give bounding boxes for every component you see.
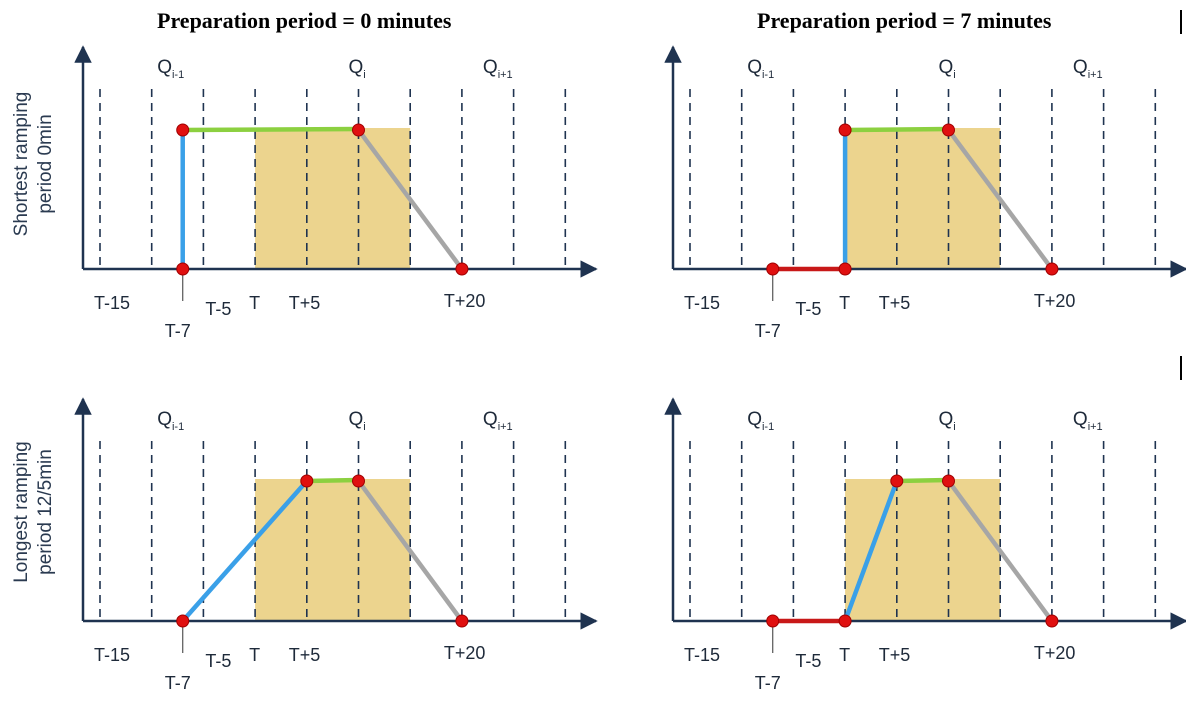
tick-label: T-7: [165, 673, 191, 693]
ramp-down-segment: [356, 479, 464, 623]
delivery-period-block: [255, 479, 411, 621]
tick-label: T-15: [684, 293, 720, 313]
schedule-point: [1045, 614, 1059, 628]
tick-label: T-5: [205, 651, 231, 671]
tick-label: T-15: [94, 645, 130, 665]
tick-label: T-5: [795, 651, 821, 671]
delivery-period-block: [845, 128, 1001, 269]
quarter-label: Qi+1: [1073, 57, 1103, 81]
quarter-label: Qi-1: [157, 57, 184, 81]
panel-longest-prep-0: Qi-1 Qi Qi+1 T-15 T-7 T-5 T T+5 T+20: [74, 397, 598, 693]
panel-shortest-prep-7: Qi-1 Qi Qi+1 T-15 T-7 T-5 T T+5 T+20: [664, 45, 1186, 341]
ramp-up-segment: [842, 480, 899, 622]
quarter-label: Qi: [349, 57, 366, 81]
tick-label: T+5: [879, 293, 911, 313]
panel-longest-prep-7: Qi-1 Qi Qi+1 T-15 T-7 T-5 T T+5 T+20: [664, 397, 1186, 693]
tick-label: T-15: [684, 645, 720, 665]
schedule-point: [838, 262, 852, 276]
tick-label: T-5: [795, 299, 821, 319]
edge-mark-top: [1180, 10, 1182, 34]
delivery-period-block: [255, 128, 411, 269]
panel-shortest-prep-0: Qi-1 Qi Qi+1 T-15 T-7 T-5 T T+5 T+20: [74, 45, 598, 341]
quarter-label: Qi: [939, 409, 956, 433]
schedule-point: [942, 123, 955, 137]
tick-label: T: [249, 645, 260, 665]
schedule-point: [455, 262, 469, 276]
delivery-period-block: [845, 479, 1001, 621]
quarter-label: Qi-1: [747, 409, 774, 433]
schedule-point: [1045, 262, 1059, 276]
schedule-point: [176, 614, 190, 628]
quarter-label: Qi+1: [1073, 409, 1103, 433]
tick-label: T: [839, 645, 850, 665]
tick-label: T-7: [165, 321, 191, 341]
schedule-point: [766, 614, 780, 628]
schedule-point: [766, 262, 780, 276]
tick-label: T-5: [205, 299, 231, 319]
tick-label: T+20: [1034, 643, 1076, 663]
plateau-segment: [306, 477, 359, 484]
quarter-label: Qi: [939, 57, 956, 81]
schedule-point: [942, 474, 955, 488]
tick-label: T: [249, 293, 260, 313]
quarter-label: Qi+1: [483, 57, 513, 81]
plateau-segment: [896, 477, 949, 484]
tick-label: T+5: [289, 293, 321, 313]
schedule-point: [838, 123, 852, 137]
tick-label: T-7: [755, 321, 781, 341]
schedule-point: [352, 474, 365, 488]
ramp-down-segment: [946, 128, 1054, 271]
title-right: Preparation period = 7 minutes: [757, 8, 1052, 33]
tick-label: T-7: [755, 673, 781, 693]
title-left: Preparation period = 0 minutes: [157, 8, 452, 33]
schedule-point: [838, 614, 852, 628]
ramp-down-segment: [356, 128, 464, 271]
quarter-label: Qi: [349, 409, 366, 433]
schedule-point: [176, 123, 190, 137]
tick-label: T+20: [1034, 291, 1076, 311]
schedule-point: [300, 474, 314, 488]
tick-label: T-15: [94, 293, 130, 313]
schedule-point: [352, 123, 365, 137]
quarter-label: Qi-1: [747, 57, 774, 81]
tick-label: T: [839, 293, 850, 313]
schedule-point: [455, 614, 469, 628]
tick-label: T+20: [444, 643, 486, 663]
schedule-point: [890, 474, 904, 488]
tick-label: T+5: [879, 645, 911, 665]
quarter-label: Qi-1: [157, 409, 184, 433]
edge-mark-middle: [1180, 356, 1182, 380]
tick-label: T+5: [289, 645, 321, 665]
plateau-segment: [845, 126, 949, 133]
ramp-up-segment: [181, 479, 309, 623]
quarter-label: Qi+1: [483, 409, 513, 433]
schedule-point: [176, 262, 190, 276]
tick-label: T+20: [444, 291, 486, 311]
ramp-down-segment: [946, 479, 1054, 623]
plateau-segment: [182, 126, 359, 133]
